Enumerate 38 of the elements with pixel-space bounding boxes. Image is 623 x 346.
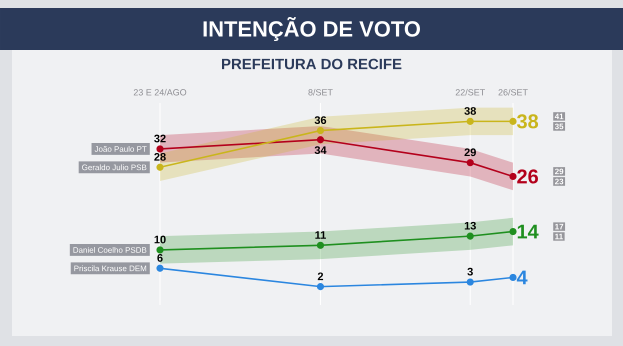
point — [156, 145, 164, 152]
chart-title: INTENÇÃO DE VOTO — [204, 16, 420, 42]
data-label: 6 — [157, 254, 163, 262]
data-label: 36 — [314, 116, 326, 124]
x-tick-label: 26/SET — [498, 88, 528, 96]
data-label: 2 — [318, 272, 324, 280]
data-label: 4 — [516, 270, 528, 284]
chart-subtitle: PREFEITURA DO RECIFE — [222, 58, 402, 70]
data-label: 28 — [154, 153, 166, 161]
x-tick-label: 22/SET — [456, 88, 485, 96]
data-label: 38 — [516, 114, 538, 128]
point — [316, 242, 324, 249]
data-label: 26 — [517, 169, 538, 184]
point — [316, 283, 324, 290]
point — [509, 172, 517, 180]
data-label: 11 — [315, 231, 326, 239]
point — [466, 232, 474, 240]
point — [466, 278, 474, 286]
point — [509, 228, 517, 236]
point — [466, 118, 474, 125]
x-tick-label: 23 E 24/AGO — [134, 88, 186, 96]
data-label: 10 — [154, 236, 166, 244]
point — [316, 126, 324, 134]
data-label: 38 — [464, 107, 476, 115]
data-label: 29 — [464, 148, 476, 156]
point — [316, 136, 324, 144]
data-label: 14 — [518, 224, 539, 238]
data-label: 13 — [464, 222, 476, 230]
point — [509, 118, 517, 125]
point — [156, 246, 164, 254]
point — [156, 264, 164, 272]
data-label: 32 — [154, 134, 166, 142]
point — [509, 274, 517, 282]
point — [156, 164, 164, 171]
data-label: 3 — [467, 268, 473, 276]
x-tick-label: 8/SET — [308, 88, 333, 96]
point — [466, 159, 474, 166]
data-label: 34 — [314, 146, 326, 154]
